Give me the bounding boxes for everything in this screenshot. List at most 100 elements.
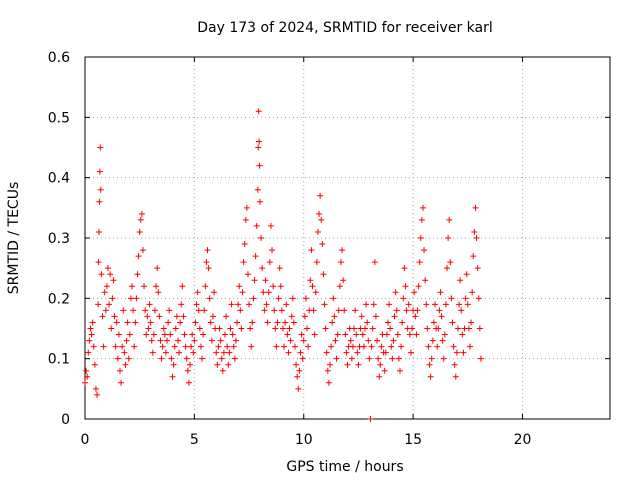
data-point (184, 367, 191, 374)
data-point (101, 289, 108, 296)
data-point (452, 373, 459, 380)
data-point (313, 259, 320, 266)
data-point (386, 301, 393, 308)
data-point (270, 283, 277, 290)
data-point (453, 349, 460, 356)
data-point (170, 361, 177, 368)
data-point (434, 343, 441, 350)
data-point (368, 343, 375, 350)
data-point (192, 319, 199, 326)
data-point (183, 355, 190, 362)
data-point (462, 295, 469, 302)
data-point (365, 337, 372, 344)
data-point (332, 337, 339, 344)
y-tick-label: 0.6 (48, 50, 70, 66)
data-point (96, 198, 103, 205)
data-point (119, 343, 126, 350)
data-point (360, 343, 367, 350)
data-point (301, 313, 308, 320)
data-point (446, 216, 453, 223)
data-point (397, 367, 403, 374)
data-point (220, 349, 227, 356)
data-point (344, 361, 351, 368)
data-point (197, 343, 204, 350)
data-point (177, 319, 184, 326)
data-point (378, 343, 385, 350)
data-point (286, 325, 293, 332)
x-tick-label: 5 (190, 432, 199, 448)
data-point (182, 343, 189, 350)
data-point (149, 349, 156, 356)
data-point (227, 325, 234, 332)
data-point (477, 355, 484, 362)
data-point (121, 349, 128, 356)
data-point (402, 283, 409, 290)
data-point (363, 301, 370, 308)
data-point (124, 319, 131, 326)
data-point (417, 235, 424, 241)
data-point (343, 349, 350, 356)
data-point (375, 355, 382, 362)
data-point (300, 337, 307, 344)
data-point (288, 313, 295, 320)
data-point (125, 355, 132, 362)
data-point (130, 307, 137, 314)
data-point (451, 361, 458, 368)
data-point (87, 325, 94, 332)
data-point (195, 307, 202, 314)
data-point (180, 313, 187, 320)
data-point (217, 337, 224, 344)
data-point (189, 331, 196, 338)
data-point (159, 343, 166, 350)
data-point (120, 307, 127, 314)
y-axis: 0 0.1 0.2 0.3 0.4 0.5 0.6 (48, 50, 610, 428)
data-point (335, 307, 342, 314)
data-point (312, 289, 319, 296)
data-point (252, 253, 259, 260)
data-point (187, 361, 193, 368)
data-point (104, 265, 111, 272)
data-point (422, 277, 429, 284)
data-point (340, 277, 347, 284)
data-point (188, 343, 195, 350)
data-point (317, 192, 324, 199)
data-point (204, 247, 211, 254)
data-point (287, 337, 294, 344)
data-point (382, 349, 389, 356)
data-point (206, 295, 213, 302)
data-point (457, 277, 464, 284)
data-point (325, 379, 332, 386)
data-point (442, 301, 449, 308)
data-point (139, 247, 146, 254)
data-point (441, 331, 448, 338)
data-point (179, 283, 186, 290)
data-point (155, 289, 162, 296)
data-point (295, 385, 302, 392)
data-point (279, 325, 286, 332)
data-point (228, 301, 235, 308)
data-point (271, 307, 278, 314)
x-tick-label: 10 (295, 432, 313, 448)
data-point (347, 337, 354, 344)
data-point (463, 271, 470, 278)
data-point (336, 283, 343, 290)
data-point (304, 325, 311, 332)
data-point (85, 349, 92, 356)
data-point (467, 343, 473, 350)
data-point (429, 337, 436, 344)
data-point (96, 228, 102, 235)
data-point (309, 283, 316, 290)
data-point (160, 325, 167, 332)
data-point (97, 144, 104, 151)
data-point (240, 259, 247, 266)
data-point (102, 307, 109, 314)
data-point (278, 307, 285, 314)
data-point (476, 325, 483, 332)
chart-title: Day 173 of 2024, SRMTID for receiver kar… (197, 20, 493, 36)
data-point (437, 289, 444, 296)
data-point (354, 349, 361, 356)
data-point (237, 307, 244, 314)
data-point (112, 343, 119, 350)
data-point (274, 319, 281, 326)
data-point (143, 331, 150, 338)
